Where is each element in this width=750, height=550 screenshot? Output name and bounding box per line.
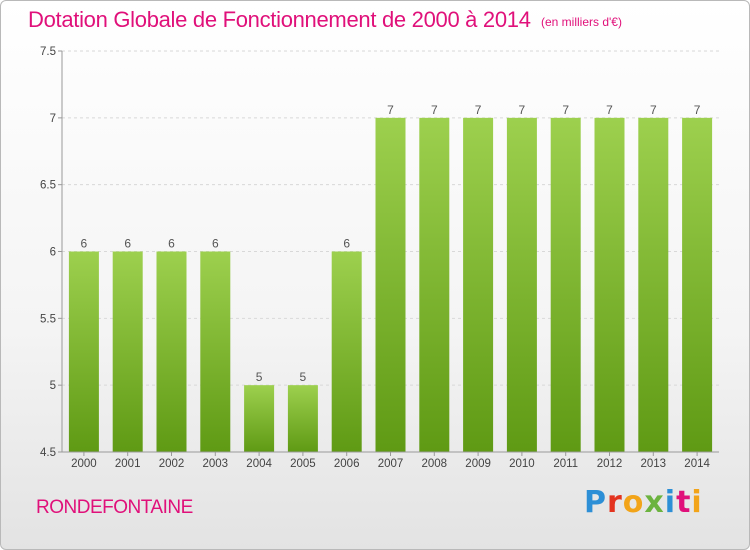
data-label-2014: 7 [694,103,701,117]
y-tick-label: 4.5 [40,447,56,459]
data-label-2003: 6 [212,237,219,251]
y-tick-label: 7 [50,113,56,125]
bar-2008 [419,117,450,452]
axes: 4.5 5 5.5 6 6.5 7 7.5 2000 2001 2002 2003 2004 2005 2… [40,46,719,470]
x-tick-label-2004: 2004 [246,458,272,470]
y-tick-label: 6 [50,247,56,259]
data-label-2007: 7 [387,103,394,117]
bar-2014 [682,117,713,452]
data-label-2009: 7 [475,103,482,117]
data-label-2006: 6 [343,237,350,251]
labels: 6 6 6 6 5 5 6 7 7 7 7 7 7 7 7 [81,103,701,384]
bar-2001 [112,251,143,452]
data-label-2000: 6 [81,237,88,251]
data-label-2012: 7 [606,103,613,117]
x-tick-label-2014: 2014 [684,458,710,470]
x-tick-label-2005: 2005 [290,458,316,470]
x-tick-label-2000: 2000 [71,458,97,470]
chart-subtitle: (en milliers d'€) [541,15,622,29]
x-tick-label-2001: 2001 [115,458,141,470]
data-label-2011: 7 [562,103,569,117]
x-tick-label-2006: 2006 [334,458,360,470]
x-tick-label-2009: 2009 [465,458,491,470]
bar-2004 [244,385,275,452]
commune-name: RONDEFONTAINE [36,497,193,518]
data-label-2005: 5 [300,370,307,384]
bar-2003 [200,251,231,452]
proxiti-logo[interactable]: Proxiti [584,485,703,520]
x-tick-label-2002: 2002 [159,458,185,470]
bar-2007 [375,117,406,452]
data-label-2008: 7 [431,103,438,117]
data-label-2002: 6 [168,237,175,251]
bar-2005 [287,385,318,452]
data-label-2013: 7 [650,103,657,117]
x-tick-label-2008: 2008 [422,458,448,470]
data-label-2004: 5 [256,370,263,384]
bar-2012 [594,117,625,452]
bar-2006 [331,251,362,452]
bar-2010 [506,117,537,452]
x-tick-label-2013: 2013 [641,458,667,470]
bar-2011 [550,117,581,452]
x-tick-label-2010: 2010 [509,458,535,470]
x-tick-label-2011: 2011 [553,458,578,470]
data-label-2010: 7 [519,103,526,117]
y-tick-label: 6.5 [40,180,56,192]
bar-2000 [68,251,99,452]
y-tick-label: 5 [50,380,56,392]
y-tick-label: 7.5 [40,46,56,58]
bar-2013 [638,117,669,452]
x-tick-label-2003: 2003 [203,458,229,470]
y-tick-label: 5.5 [40,313,56,325]
bars [68,117,713,452]
data-label-2001: 6 [124,237,131,251]
x-tick-label-2012: 2012 [597,458,623,470]
chart-title: Dotation Globale de Fonctionnement de 20… [28,7,531,32]
x-tick-label-2007: 2007 [378,458,404,470]
bar-2002 [156,251,187,452]
bar-2009 [463,117,494,452]
